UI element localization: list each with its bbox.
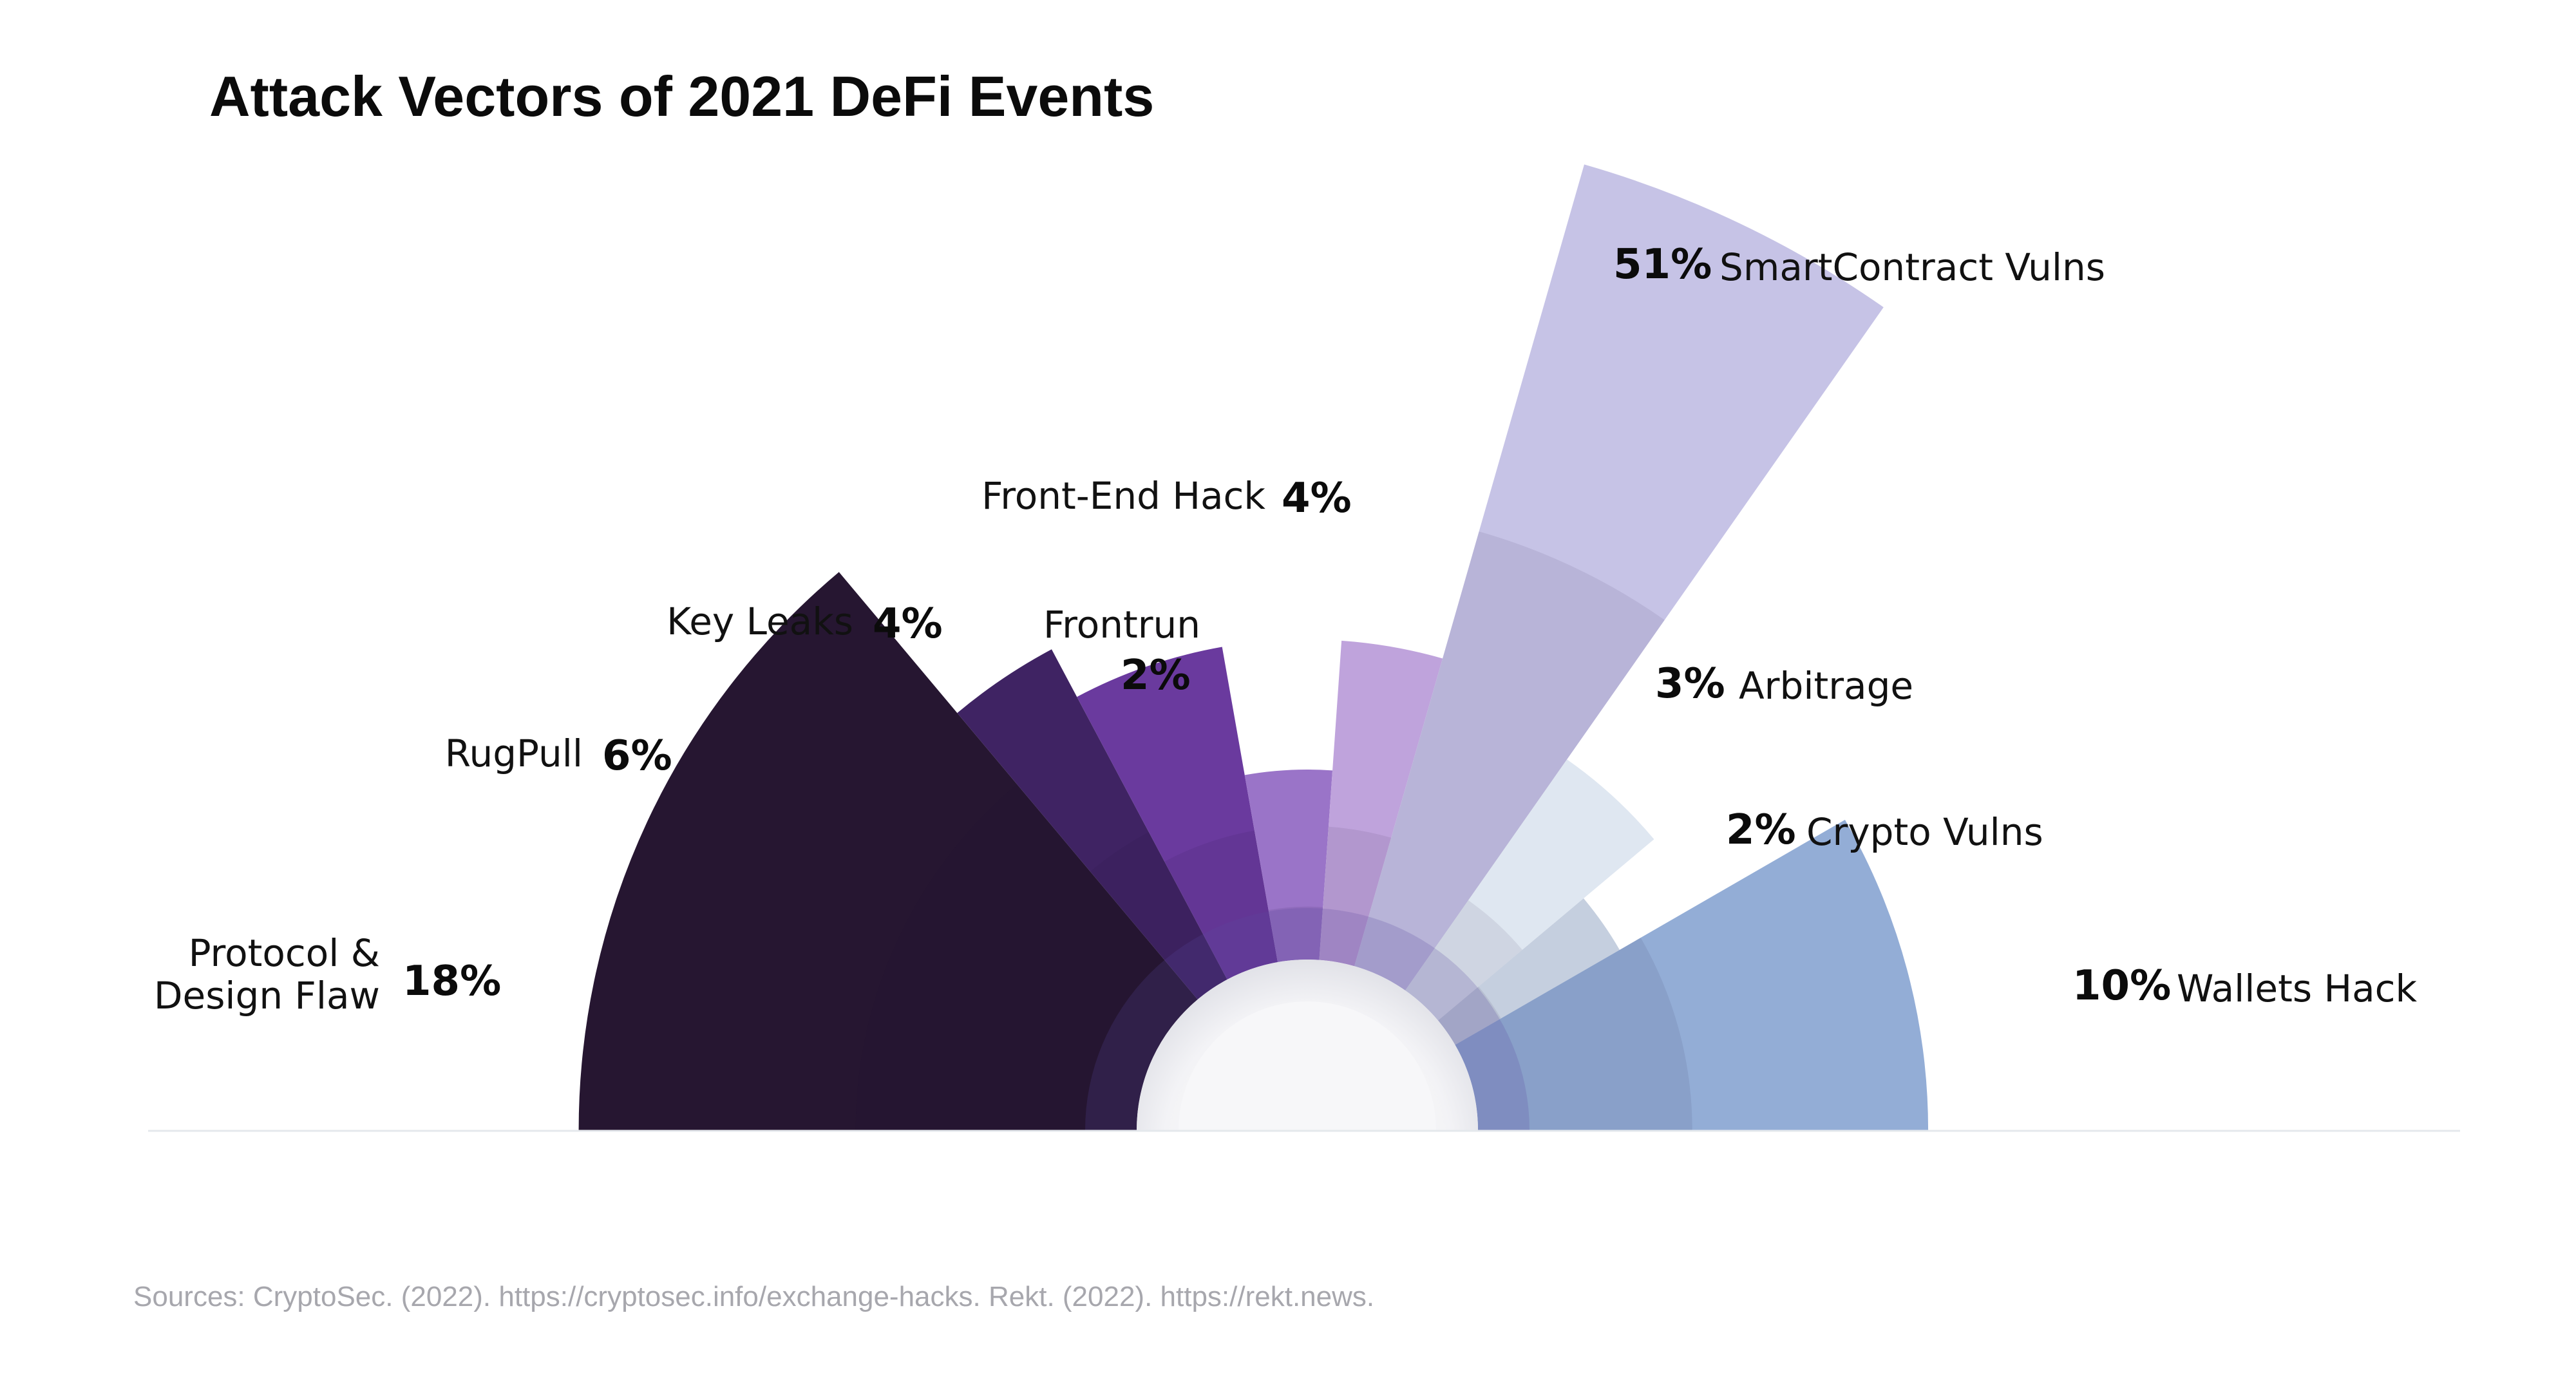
pie-slice-1 xyxy=(578,572,1198,1130)
slice-depth-band-5 xyxy=(1319,826,1392,967)
slice-label-9: Wallets Hack xyxy=(2177,967,2418,1010)
slice-depth-band-3 xyxy=(1164,830,1278,980)
slice-label-4: Frontrun xyxy=(1043,603,1200,647)
slice-label-1: Protocol & Design Flaw xyxy=(154,931,380,1018)
pie-slice-9 xyxy=(1455,819,1929,1130)
slice-label-2: RugPull xyxy=(445,732,583,775)
slice-depth-band-8 xyxy=(1438,986,1501,1045)
slice-depth-band-1 xyxy=(855,784,1198,1130)
slice-value-9: 10% xyxy=(2072,962,2171,1010)
inner-rings xyxy=(855,531,1692,1130)
slice-value-5: 4% xyxy=(1282,475,1352,522)
slice-value-7: 3% xyxy=(1655,660,1725,708)
pie-slice-3 xyxy=(1077,647,1278,980)
slice-label-5: Front-End Hack xyxy=(981,474,1265,518)
slice-value-4: 2% xyxy=(1121,652,1191,699)
slice-value-3: 4% xyxy=(873,600,943,648)
chart-title: Attack Vectors of 2021 DeFi Events xyxy=(209,64,1154,128)
hub-ring xyxy=(1085,908,1530,1130)
slice-label-3: Key Leaks xyxy=(667,600,853,643)
slice-labels: Protocol & Design Flaw 18% RugPull 6% Key Lea… xyxy=(154,241,2418,1018)
slice-label-7: Arbitrage xyxy=(1739,664,1913,708)
pie-slice-6 xyxy=(1354,164,1884,990)
slice-depth-band-6 xyxy=(1354,531,1665,990)
slice-label-8: Crypto Vulns xyxy=(1806,810,2043,854)
pie-slice-5 xyxy=(1319,640,1443,967)
pie-slice-8 xyxy=(1438,898,1620,1045)
slice-depth-band-2 xyxy=(1090,832,1227,999)
slice-value-8: 2% xyxy=(1726,806,1796,854)
pie-slice-4 xyxy=(1244,770,1333,963)
slice-depth-band-4 xyxy=(1268,906,1323,963)
slice-value-1: 18% xyxy=(402,958,501,1005)
slice-depth-band-9 xyxy=(1455,938,1692,1130)
pie-slice-2 xyxy=(957,649,1227,999)
slice-label-6: SmartContract Vulns xyxy=(1719,245,2105,289)
baseline-mask xyxy=(0,1130,2576,1382)
slice-value-6: 51% xyxy=(1613,241,1712,289)
slice-depth-band-7 xyxy=(1405,900,1522,1021)
pie-slice-7 xyxy=(1405,759,1654,1021)
pie-slices xyxy=(578,164,1929,1130)
sources-note: Sources: CryptoSec. (2022). https://cryp… xyxy=(133,1281,1374,1312)
slice-value-2: 6% xyxy=(602,732,672,780)
